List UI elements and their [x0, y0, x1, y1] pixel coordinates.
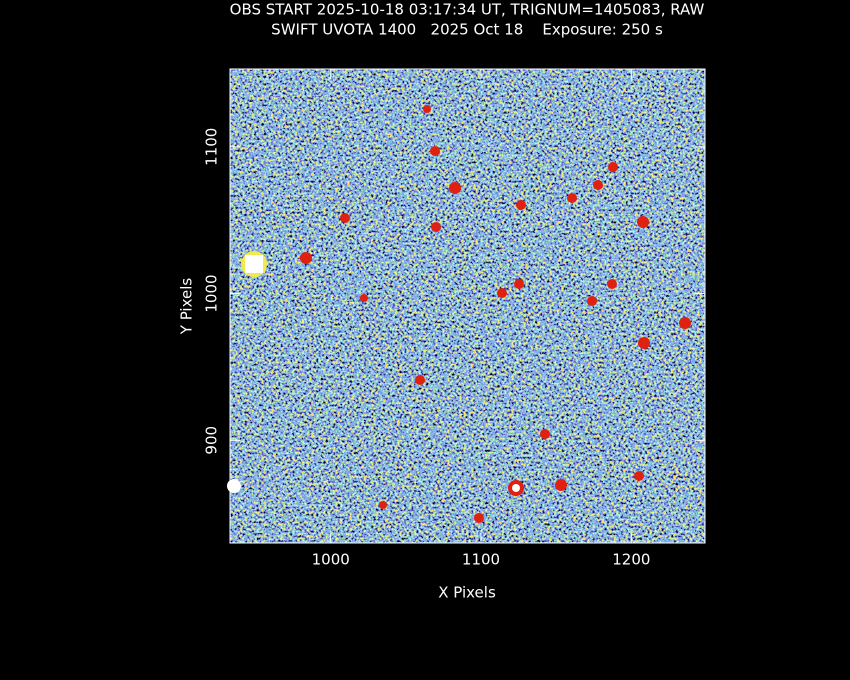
source [423, 105, 431, 113]
source [567, 193, 577, 203]
x-tick-label: 1000 [312, 551, 350, 569]
source [431, 222, 441, 232]
source [340, 213, 350, 223]
y-axis-label: Y Pixels [178, 278, 196, 336]
source-core [512, 484, 520, 492]
frame [229, 68, 706, 544]
sky-image [230, 69, 705, 543]
chart-subtitle: SWIFT UVOTA 1400 2025 Oct 18 Exposure: 2… [271, 21, 663, 39]
source-core [245, 255, 263, 273]
source [593, 180, 603, 190]
source [430, 146, 440, 156]
source [679, 317, 691, 329]
source [227, 479, 241, 493]
source [638, 337, 650, 349]
source [300, 252, 312, 264]
source [514, 279, 524, 289]
x-tick-label: 1100 [462, 551, 500, 569]
source [587, 296, 597, 306]
y-tick-label: 1000 [203, 274, 221, 312]
source [360, 294, 368, 302]
y-tick-label: 1100 [203, 128, 221, 166]
source [555, 479, 567, 491]
source [379, 501, 387, 509]
source [415, 375, 425, 385]
source [608, 162, 618, 172]
source [634, 471, 644, 481]
source [540, 429, 550, 439]
x-tick-label: 1200 [612, 551, 650, 569]
x-axis-label: X Pixels [438, 584, 496, 602]
source [497, 288, 507, 298]
source [637, 216, 649, 228]
chart-title: OBS START 2025-10-18 03:17:34 UT, TRIGNU… [230, 1, 705, 19]
sources [227, 105, 691, 523]
source [449, 182, 461, 194]
source [516, 200, 526, 210]
source [474, 513, 484, 523]
y-tick-label: 900 [203, 426, 221, 455]
source [607, 279, 617, 289]
